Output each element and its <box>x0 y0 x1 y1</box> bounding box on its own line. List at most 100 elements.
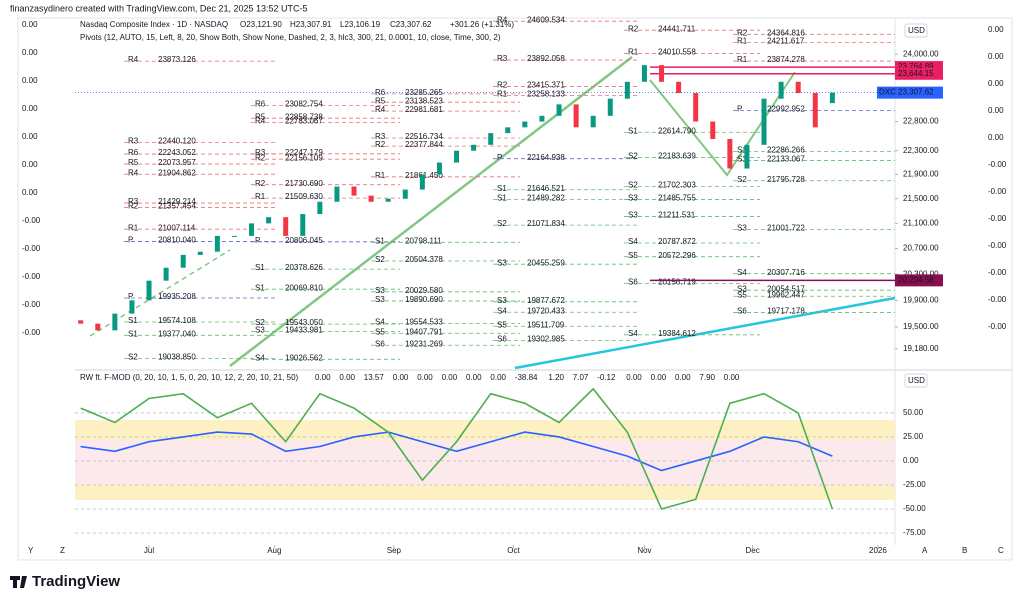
pivot-name: R2 <box>628 24 639 33</box>
pivot-value: 19574.108 <box>158 316 196 325</box>
candle <box>590 115 596 128</box>
pivot-name: S6 <box>497 334 507 343</box>
pivot-value: 22377.844 <box>405 140 443 149</box>
pivot-name: R3 <box>128 137 139 146</box>
candle <box>778 81 784 99</box>
pivot-name: R5 <box>375 96 386 105</box>
pivot-name: P <box>255 236 260 245</box>
candle <box>283 217 289 236</box>
pivot-name: R2 <box>497 81 508 90</box>
candle <box>300 214 306 236</box>
pivot-value: 20798.111 <box>405 236 442 245</box>
x-tick-label: Oct <box>507 546 520 555</box>
pivot-name: S2 <box>628 181 638 190</box>
candle <box>624 81 630 99</box>
pivot-name: S2 <box>375 255 385 264</box>
candle <box>78 320 84 324</box>
x-tick-label: Jul <box>144 546 154 555</box>
pivot-value: 24211.617 <box>767 37 805 46</box>
pivot-name: S2 <box>737 175 747 184</box>
pivot-name: R1 <box>737 37 748 46</box>
pivot-value: 19717.178 <box>767 307 805 316</box>
pivot-name: S5 <box>628 251 638 260</box>
pivot-value: 20378.626 <box>285 263 323 272</box>
pivot-value: 19384.612 <box>658 329 696 338</box>
tag: DXC <box>879 88 896 97</box>
left-scale-label: 0.00 <box>22 20 38 29</box>
pivot-name: S5 <box>375 327 385 336</box>
pivot-value: 22247.179 <box>285 148 323 157</box>
pivot-name: S1 <box>737 146 747 155</box>
pivot-value: 22516.734 <box>405 132 443 141</box>
candle <box>351 186 357 196</box>
pivot-value: 21429.214 <box>158 197 196 206</box>
readout: 0.00 <box>466 373 482 382</box>
pivot-value: 21357.454 <box>158 202 196 211</box>
pivot-name: S3 <box>375 286 385 295</box>
pivot-name: R3 <box>128 197 139 206</box>
symbol: Nasdaq Composite Index · 1D · NASDAQ <box>80 20 228 29</box>
pivot-name: P <box>128 236 133 245</box>
candle <box>163 267 169 281</box>
candle <box>659 65 665 82</box>
x-tick-label: Dec <box>746 546 760 555</box>
pivot-name: S6 <box>375 339 385 348</box>
y-tick-label: 22,800.00 <box>903 117 939 126</box>
candle <box>676 81 682 94</box>
candle <box>317 201 323 215</box>
pivots-title: Pivots (12, AUTO, 15, Left, 8, 20, Show … <box>80 33 501 42</box>
pivot-value: 24364.816 <box>767 28 805 37</box>
pivot-name: S3 <box>375 295 385 304</box>
candle <box>727 138 733 169</box>
pivot-value: 23892.058 <box>527 54 565 63</box>
pivot-value: 22183.639 <box>658 152 696 161</box>
x-tick-label: Aug <box>267 546 281 555</box>
swing-line <box>649 71 796 177</box>
pivot-name: R5 <box>128 158 139 167</box>
candle <box>231 235 237 237</box>
pivot-name: P <box>497 153 502 162</box>
right-scale-label: -0.00 <box>988 295 1007 304</box>
candle <box>454 150 460 163</box>
pivot-name: S3 <box>737 284 747 293</box>
osc-tick-label: 0.00 <box>903 456 919 465</box>
pivot-name: R4 <box>375 105 386 114</box>
corner: C <box>998 546 1004 555</box>
pivot-name: R5 <box>255 112 266 121</box>
pivot-value: 19554.533 <box>405 317 443 326</box>
readout: 0.00 <box>626 373 642 382</box>
ohlc: +301.26 (+1.31%) <box>450 20 514 29</box>
pivot-name: P <box>128 292 133 301</box>
price-badge <box>895 67 943 80</box>
left-scale-label: -0.00 <box>22 216 41 225</box>
candle <box>197 251 203 255</box>
pivot-name: S1 <box>255 283 265 292</box>
osc-tick-label: -75.00 <box>903 528 926 537</box>
candle <box>214 235 220 252</box>
pivot-name: R2 <box>375 140 386 149</box>
price-label: 23,764.89 <box>898 62 934 71</box>
candle <box>539 115 545 122</box>
currency: USD <box>908 26 925 35</box>
price-badge <box>895 274 943 287</box>
pivot-value: 22614.790 <box>658 126 696 135</box>
pivot-name: S5 <box>737 290 747 299</box>
price-label: 23,644.15 <box>898 69 934 78</box>
y-tick-label: 24,000.00 <box>903 49 939 58</box>
pivot-value: 20455.259 <box>527 258 565 267</box>
candle <box>266 217 272 224</box>
pivot-value: 23285.265 <box>405 88 443 97</box>
candle <box>402 189 408 199</box>
pivot-value: 23415.371 <box>527 81 565 90</box>
pivot-value: 21485.755 <box>658 194 696 203</box>
candle <box>761 98 767 145</box>
price-badge <box>895 61 943 74</box>
right-scale-label: 0.00 <box>988 25 1004 34</box>
pivot-name: S2 <box>628 152 638 161</box>
osc-tick-label: -50.00 <box>903 504 926 513</box>
pivot-name: R4 <box>497 15 508 24</box>
pivot-name: R2 <box>255 153 266 162</box>
pivot-name: S2 <box>255 318 265 327</box>
readout: 7.07 <box>573 373 589 382</box>
readout: 0.00 <box>442 373 458 382</box>
